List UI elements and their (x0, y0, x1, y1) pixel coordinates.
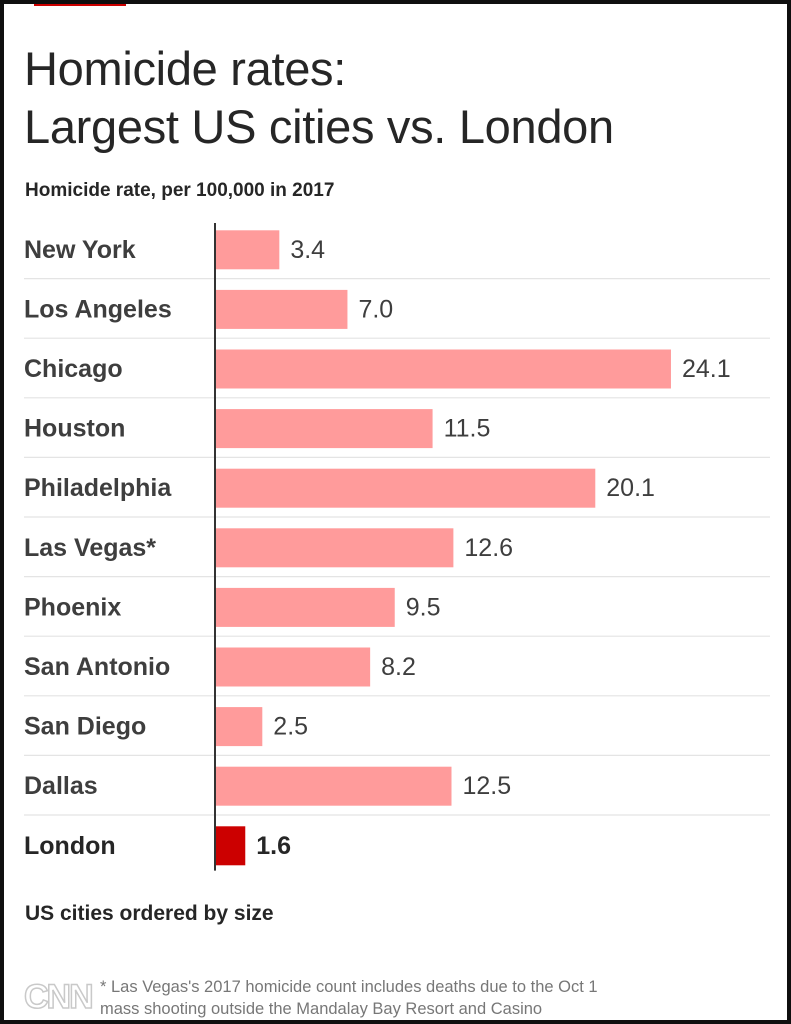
category-label: Philadelphia (24, 474, 172, 502)
value-label: 24.1 (682, 355, 731, 383)
value-label: 9.5 (406, 593, 441, 621)
bar (215, 468, 596, 508)
cnn-logo: CNN (23, 977, 94, 1017)
category-label: San Diego (24, 713, 146, 741)
bar (215, 647, 371, 687)
chart-subtitle: Homicide rate, per 100,000 in 2017 (25, 180, 335, 201)
category-label: Dallas (24, 772, 98, 800)
category-label: Las Vegas* (24, 534, 156, 562)
bar-chart: New York 3.4 Los Angeles 7.0 Chicago 24.1 Hous… (24, 223, 770, 871)
footnote-line-1: * Las Vegas's 2017 homicide count includ… (100, 978, 598, 996)
footnote-text: * Las Vegas's 2017 homicide count includ… (100, 976, 760, 1020)
value-label: 12.5 (463, 772, 512, 800)
footnote-line-2: mass shooting outside the Mandalay Bay R… (100, 1000, 543, 1018)
title-line-2: Largest US cities vs. London (24, 100, 614, 153)
bar (215, 349, 671, 389)
chart-title: Homicide rates: Largest US cities vs. Lon… (24, 40, 614, 156)
chart-card: Homicide rates: Largest US cities vs. Lon… (4, 4, 787, 1020)
category-label: New York (24, 236, 136, 264)
value-label: 12.6 (464, 534, 513, 562)
title-line-1: Homicide rates: (24, 42, 346, 95)
bar (215, 826, 246, 866)
value-label: 8.2 (381, 653, 416, 681)
value-label: 3.4 (290, 236, 325, 264)
bar (215, 766, 452, 806)
value-label: 11.5 (444, 415, 491, 443)
bar (215, 230, 280, 270)
ordering-note: US cities ordered by size (25, 902, 274, 925)
bar (215, 707, 263, 747)
bar (215, 587, 395, 627)
category-label: Phoenix (24, 593, 121, 621)
top-accent-bar (34, 4, 126, 6)
category-label: Los Angeles (24, 295, 172, 323)
category-label: Chicago (24, 355, 123, 383)
value-label: 7.0 (358, 295, 393, 323)
bar (215, 409, 433, 449)
bar (215, 528, 454, 568)
value-label: 2.5 (273, 713, 308, 741)
value-label: 1.6 (256, 832, 291, 860)
bar (215, 289, 348, 329)
category-label: Houston (24, 415, 125, 443)
category-label: London (24, 832, 116, 860)
value-label: 20.1 (606, 474, 655, 502)
category-label: San Antonio (24, 653, 170, 681)
